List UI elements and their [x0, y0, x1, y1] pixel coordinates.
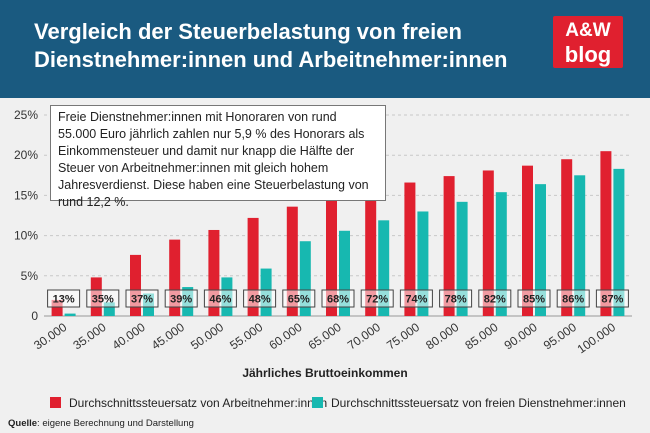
- source-label: Quelle: [8, 418, 38, 429]
- legend: Durchschnittssteuersatz von Arbeitnehmer…: [40, 396, 640, 412]
- ratio-label-box: [517, 289, 551, 308]
- y-tick-label: 15%: [14, 188, 38, 202]
- ratio-label: 85%: [523, 294, 545, 306]
- bar-freelancers: [417, 211, 429, 316]
- ratio-label: 46%: [209, 294, 231, 306]
- x-axis-title: Jährliches Bruttoeinkommen: [242, 366, 408, 380]
- ratio-label: 13%: [53, 294, 75, 306]
- ratio-label: 87%: [601, 294, 623, 306]
- ratio-label-box: [164, 289, 198, 308]
- x-tick-label: 45.000: [149, 320, 187, 353]
- x-tick-label: 90.000: [502, 320, 540, 353]
- bar-employees: [130, 254, 141, 316]
- source-text: : eigene Berechnung und Darstellung: [37, 418, 194, 429]
- y-tick-label: 5%: [21, 269, 39, 283]
- bar-freelancers: [103, 302, 115, 316]
- bar-freelancers: [456, 201, 468, 316]
- x-tick-label: 75.000: [384, 320, 422, 353]
- ratio-label: 35%: [92, 294, 114, 306]
- x-tick-label: 70.000: [345, 320, 383, 353]
- ratio-label: 74%: [405, 294, 427, 306]
- ratio-label: 65%: [288, 294, 310, 306]
- ratio-label: 72%: [366, 294, 388, 306]
- source-note: Quelle: eigene Berechnung und Darstellun…: [8, 418, 194, 429]
- x-tick-label: 100.000: [575, 320, 619, 357]
- x-tick-label: 80.000: [423, 320, 461, 353]
- x-tick-label: 40.000: [110, 320, 148, 353]
- ratio-label-box: [125, 289, 159, 308]
- bar-freelancers: [613, 168, 625, 316]
- ratio-label: 86%: [562, 294, 584, 306]
- legend-label-employees: Durchschnittssteuersatz von Arbeitnehmer…: [69, 396, 328, 410]
- bar-employees: [482, 170, 494, 316]
- bar-freelancers: [535, 184, 546, 316]
- ratio-label: 78%: [445, 294, 467, 306]
- bar-freelancers: [378, 220, 390, 316]
- ratio-label-box: [282, 289, 316, 308]
- aw-blog-logo[interactable]: A&W blog: [553, 16, 623, 68]
- y-tick-label: 25%: [14, 108, 38, 122]
- bar-freelancers: [64, 313, 76, 316]
- bar-employees: [247, 217, 259, 316]
- chart-annotation: Freie Dienstnehmer:innen mit Honoraren v…: [50, 105, 386, 209]
- bar-freelancers: [339, 230, 350, 316]
- legend-swatch-freelancers: [312, 397, 323, 408]
- x-tick-label: 35.000: [70, 320, 108, 353]
- y-tick-label: 20%: [14, 148, 38, 162]
- ratio-label: 48%: [249, 294, 271, 306]
- bar-freelancers: [495, 192, 507, 316]
- bar-employees: [522, 165, 533, 316]
- bar-employees: [365, 188, 377, 316]
- legend-item-freelancers: Durchschnittssteuersatz von freien Diens…: [312, 396, 626, 410]
- ratio-label-box: [399, 289, 433, 308]
- bar-employees: [443, 176, 455, 316]
- bar-employees: [404, 182, 416, 316]
- logo-line-2: blog: [564, 42, 612, 67]
- title-line-1: Vergleich der Steuerbelastung von freien: [34, 19, 462, 44]
- legend-item-employees: Durchschnittssteuersatz von Arbeitnehmer…: [50, 396, 327, 410]
- ratio-label-box: [360, 289, 394, 308]
- x-tick-label: 60.000: [266, 320, 304, 353]
- bar-employees: [286, 206, 298, 316]
- x-tick-label: 55.000: [227, 320, 265, 353]
- title-line-2: Dienstnehmer:innen und Arbeitnehmer:inne…: [34, 47, 508, 72]
- x-tick-label: 85.000: [462, 320, 500, 353]
- legend-swatch-employees: [50, 397, 61, 408]
- ratio-label-box: [439, 289, 473, 308]
- ratio-label-box: [86, 289, 120, 308]
- header-banner: Vergleich der Steuerbelastung von freien…: [0, 0, 650, 98]
- ratio-label-box: [321, 289, 355, 308]
- ratio-label-box: [243, 289, 277, 308]
- bar-freelancers: [299, 241, 311, 316]
- logo-line-1: A&W: [565, 20, 611, 41]
- bar-employees: [169, 239, 181, 316]
- x-tick-label: 50.000: [188, 320, 226, 353]
- x-tick-label: 95.000: [541, 320, 579, 353]
- y-tick-label: 10%: [14, 229, 38, 243]
- bar-employees: [561, 159, 573, 316]
- x-tick-label: 65.000: [306, 320, 344, 353]
- ratio-label: 68%: [327, 294, 349, 306]
- ratio-label-box: [556, 289, 590, 308]
- ratio-label-box: [595, 289, 629, 308]
- x-tick-label: 30.000: [31, 320, 69, 353]
- legend-label-freelancers: Durchschnittssteuersatz von freien Diens…: [331, 396, 626, 410]
- labels-layer: 0 5% 10% 15% 20% 25% 13% 30.000 35% 35.000 37% 40.0…: [14, 108, 629, 357]
- bar-freelancers: [574, 175, 586, 316]
- ratio-label-box: [478, 289, 512, 308]
- ratio-label-box: [47, 289, 81, 308]
- page-title: Vergleich der Steuerbelastung von freien…: [34, 18, 554, 74]
- y-tick-label: 0: [31, 309, 38, 323]
- bar-employees: [208, 229, 220, 316]
- ratio-label: 37%: [131, 294, 153, 306]
- bar-employees: [51, 299, 63, 316]
- ratio-label: 82%: [484, 294, 506, 306]
- ratio-label: 39%: [170, 294, 192, 306]
- ratio-label-box: [203, 289, 237, 308]
- bar-employees: [600, 151, 612, 316]
- bar-employees: [326, 197, 337, 316]
